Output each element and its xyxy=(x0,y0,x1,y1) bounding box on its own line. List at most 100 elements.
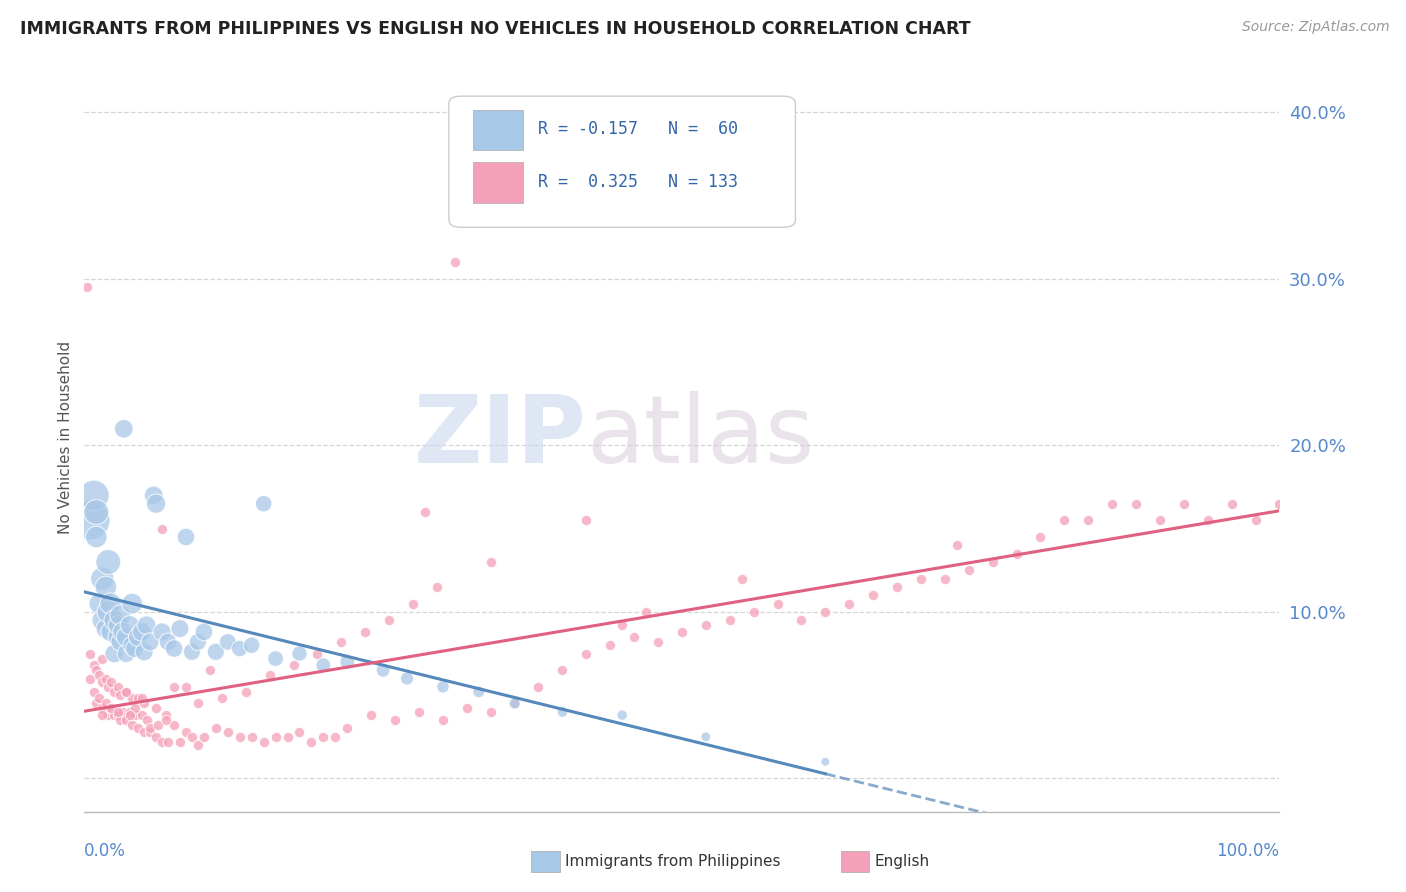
Point xyxy=(336,722,359,736)
Point xyxy=(426,580,449,594)
Point xyxy=(124,641,146,656)
Point xyxy=(135,618,157,632)
Point xyxy=(253,497,276,511)
Point xyxy=(87,597,110,611)
Point xyxy=(479,555,502,569)
Point xyxy=(671,624,693,639)
Point xyxy=(354,624,377,639)
Point xyxy=(181,645,204,659)
Text: R = -0.157   N =  60: R = -0.157 N = 60 xyxy=(538,120,738,138)
Point xyxy=(413,505,436,519)
Point xyxy=(100,624,122,639)
Point xyxy=(551,663,574,677)
Point xyxy=(131,691,153,706)
Text: Source: ZipAtlas.com: Source: ZipAtlas.com xyxy=(1241,20,1389,34)
Point xyxy=(312,730,335,744)
Point xyxy=(187,635,209,649)
Point xyxy=(217,635,239,649)
Point xyxy=(86,505,108,519)
Point xyxy=(112,422,135,436)
Point xyxy=(503,697,526,711)
Point xyxy=(124,701,146,715)
Point xyxy=(79,513,101,527)
Point xyxy=(790,613,813,627)
Point xyxy=(79,647,101,661)
Point xyxy=(142,488,165,502)
Point xyxy=(1005,547,1028,561)
Point xyxy=(1173,497,1195,511)
Point xyxy=(87,691,110,706)
Point xyxy=(111,705,134,719)
Point xyxy=(575,513,598,527)
Point xyxy=(97,708,120,723)
Point xyxy=(838,597,860,611)
Point xyxy=(145,701,167,715)
Point xyxy=(115,685,138,699)
Point xyxy=(139,635,162,649)
Point xyxy=(240,638,263,652)
Point xyxy=(103,685,125,699)
Text: IMMIGRANTS FROM PHILIPPINES VS ENGLISH NO VEHICLES IN HOUSEHOLD CORRELATION CHAR: IMMIGRANTS FROM PHILIPPINES VS ENGLISH N… xyxy=(20,20,970,37)
Point xyxy=(97,555,120,569)
Point xyxy=(107,705,129,719)
Point xyxy=(432,713,454,727)
Point xyxy=(301,735,323,749)
Point xyxy=(135,713,157,727)
Point xyxy=(384,713,406,727)
Point xyxy=(373,663,395,677)
Point xyxy=(91,674,114,689)
Point xyxy=(408,705,430,719)
Point xyxy=(259,668,281,682)
Point xyxy=(145,497,167,511)
Point xyxy=(132,645,156,659)
Point xyxy=(396,672,419,686)
Point xyxy=(623,630,645,644)
Point xyxy=(444,255,467,269)
Point xyxy=(103,613,125,627)
Point xyxy=(91,572,114,586)
Point xyxy=(121,691,143,706)
Point xyxy=(330,635,353,649)
FancyBboxPatch shape xyxy=(472,162,523,202)
Point xyxy=(1149,513,1171,527)
Point xyxy=(456,701,478,715)
Point xyxy=(198,663,221,677)
Text: ZIP: ZIP xyxy=(413,391,586,483)
Point xyxy=(264,730,287,744)
Point xyxy=(91,613,114,627)
Point xyxy=(1077,513,1099,527)
Point xyxy=(107,618,129,632)
Point xyxy=(79,672,101,686)
Point xyxy=(124,708,146,723)
Point xyxy=(94,697,117,711)
Point xyxy=(94,622,117,636)
Point xyxy=(599,638,621,652)
Point xyxy=(174,680,197,694)
Point xyxy=(718,613,741,627)
Point xyxy=(378,613,401,627)
Point xyxy=(217,724,239,739)
Text: 0.0%: 0.0% xyxy=(84,842,127,860)
Point xyxy=(253,735,276,749)
Y-axis label: No Vehicles in Household: No Vehicles in Household xyxy=(58,341,73,533)
Point xyxy=(76,280,98,294)
Point xyxy=(169,622,191,636)
Point xyxy=(187,697,209,711)
Point xyxy=(115,630,138,644)
Point xyxy=(115,685,138,699)
Point xyxy=(695,618,717,632)
Point xyxy=(193,730,215,744)
Point xyxy=(131,624,153,639)
Text: R =  0.325   N = 133: R = 0.325 N = 133 xyxy=(538,172,738,191)
Point xyxy=(157,735,180,749)
Point xyxy=(150,624,173,639)
Point xyxy=(205,722,228,736)
Point xyxy=(163,680,186,694)
Point xyxy=(97,605,120,619)
Point xyxy=(121,718,143,732)
Point xyxy=(1244,513,1267,527)
Point xyxy=(110,713,132,727)
Point xyxy=(1029,530,1052,544)
Point xyxy=(115,713,138,727)
Point xyxy=(288,647,311,661)
